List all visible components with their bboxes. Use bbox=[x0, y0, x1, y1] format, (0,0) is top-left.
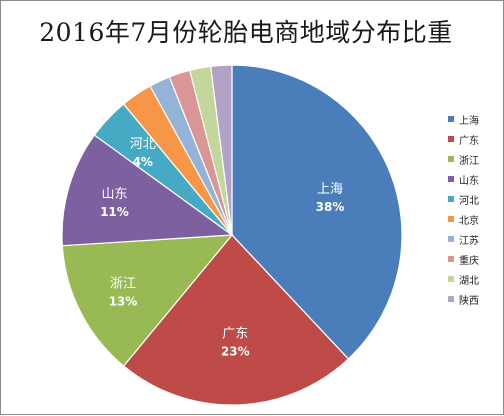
legend-swatch-1 bbox=[448, 136, 454, 142]
slice-percent-label-0: 38% bbox=[316, 200, 345, 214]
legend-item-8: 湖北 bbox=[448, 269, 479, 289]
slice-percent-label-4: 4% bbox=[133, 155, 153, 169]
legend-swatch-0 bbox=[448, 116, 454, 122]
legend-swatch-5 bbox=[448, 216, 454, 222]
legend-label-0: 上海 bbox=[459, 115, 479, 127]
slice-name-label-1: 广东 bbox=[222, 326, 248, 341]
pie-slice-3 bbox=[61, 134, 234, 247]
legend-item-3: 山东 bbox=[448, 169, 479, 189]
slice-percent-label-2: 13% bbox=[109, 295, 138, 309]
legend-item-6: 江苏 bbox=[448, 229, 479, 249]
legend-swatch-8 bbox=[448, 276, 454, 282]
slice-name-label-2: 浙江 bbox=[110, 277, 136, 292]
legend-swatch-9 bbox=[448, 296, 454, 302]
legend-item-2: 浙江 bbox=[448, 149, 479, 169]
legend-label-6: 江苏 bbox=[459, 235, 479, 247]
legend-swatch-2 bbox=[448, 156, 454, 162]
legend-swatch-6 bbox=[448, 236, 454, 242]
legend-label-1: 广东 bbox=[459, 135, 479, 147]
legend-item-0: 上海 bbox=[448, 109, 479, 129]
legend-swatch-4 bbox=[448, 196, 454, 202]
chart-legend: 上海广东浙江山东河北北京江苏重庆湖北陕西 bbox=[448, 109, 479, 309]
pie-slice-0 bbox=[231, 64, 403, 360]
legend-swatch-7 bbox=[448, 256, 454, 262]
pie-slice-1 bbox=[122, 234, 350, 406]
slice-percent-label-3: 11% bbox=[100, 205, 129, 219]
slice-name-label-0: 上海 bbox=[317, 182, 343, 197]
legend-item-7: 重庆 bbox=[448, 249, 479, 269]
legend-item-9: 陕西 bbox=[448, 289, 479, 309]
legend-label-9: 陕西 bbox=[459, 295, 479, 307]
pie-slice-9 bbox=[210, 64, 233, 236]
legend-label-4: 河北 bbox=[459, 195, 479, 207]
legend-swatch-3 bbox=[448, 176, 454, 182]
legend-label-3: 山东 bbox=[459, 175, 479, 187]
pie-slice-2 bbox=[61, 234, 234, 367]
slice-name-label-3: 山东 bbox=[101, 187, 127, 202]
slice-percent-label-1: 23% bbox=[221, 344, 250, 358]
legend-item-4: 河北 bbox=[448, 189, 479, 209]
legend-label-8: 湖北 bbox=[459, 275, 479, 287]
legend-label-5: 北京 bbox=[459, 215, 479, 227]
legend-label-2: 浙江 bbox=[459, 155, 479, 167]
legend-item-1: 广东 bbox=[448, 129, 479, 149]
chart-title: 2016年7月份轮胎电商地域分布比重 bbox=[39, 18, 453, 47]
legend-label-7: 重庆 bbox=[459, 255, 479, 267]
slice-name-label-4: 河北 bbox=[130, 137, 156, 152]
legend-item-5: 北京 bbox=[448, 209, 479, 229]
